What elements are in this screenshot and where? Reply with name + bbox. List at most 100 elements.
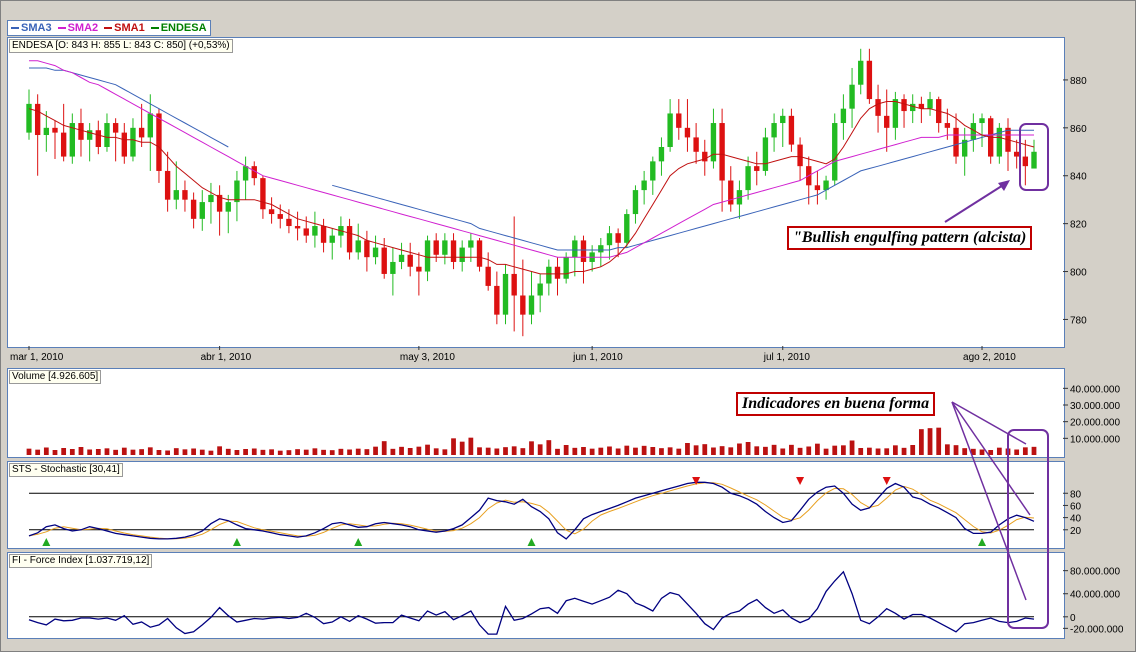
sma2-line bbox=[29, 60, 1034, 258]
candle-up bbox=[442, 240, 448, 255]
volume-bar bbox=[719, 446, 725, 455]
volume-bar bbox=[399, 446, 404, 455]
volume-bar bbox=[815, 443, 820, 455]
legend-label-sma2: SMA2 bbox=[67, 22, 99, 34]
volume-bar bbox=[225, 448, 231, 455]
volume-bar bbox=[589, 448, 595, 455]
volume-bar bbox=[555, 448, 560, 455]
candle-down bbox=[34, 103, 41, 136]
candle-down bbox=[60, 132, 67, 157]
volume-bar bbox=[520, 448, 526, 455]
stochastic-panel-title: STS - Stochastic [30,41] bbox=[9, 463, 123, 477]
x-tick-label: may 3, 2010 bbox=[400, 352, 455, 363]
bullish-pattern-annotation: "Bullish engulfing pattern (alcista) bbox=[787, 226, 1033, 250]
volume-bar bbox=[104, 448, 110, 455]
volume-bar bbox=[962, 448, 968, 455]
volume-panel[interactable] bbox=[7, 368, 1065, 458]
volume-bar bbox=[243, 449, 248, 455]
volume-bar bbox=[797, 447, 803, 455]
candle-up bbox=[745, 166, 751, 191]
volume-bar bbox=[35, 449, 41, 455]
x-tick-label: ago 2, 2010 bbox=[963, 352, 1016, 363]
buy-signal-marker bbox=[978, 538, 987, 546]
legend-item-sma2[interactable]: SMA2 bbox=[57, 22, 99, 34]
candle-up bbox=[199, 202, 205, 219]
legend: SMA3 SMA2 SMA1 ENDESA bbox=[7, 20, 211, 36]
legend-item-sma1[interactable]: SMA1 bbox=[104, 22, 145, 34]
candle-up bbox=[208, 194, 214, 203]
force-index-panel[interactable] bbox=[7, 552, 1065, 639]
buy-signal-marker bbox=[232, 538, 241, 546]
candle-up bbox=[43, 127, 50, 136]
candle-down bbox=[875, 99, 881, 116]
stochastic-y-tick-label: 40 bbox=[1070, 514, 1082, 525]
candle-down bbox=[112, 123, 119, 133]
volume-bar bbox=[121, 447, 127, 455]
volume-bar bbox=[667, 447, 673, 455]
candle-up bbox=[104, 123, 110, 147]
candle-up bbox=[459, 247, 465, 262]
x-tick-label: abr 1, 2010 bbox=[201, 352, 252, 363]
candle-down bbox=[450, 240, 457, 262]
volume-bar bbox=[468, 437, 474, 455]
volume-bar bbox=[598, 447, 604, 455]
volume-bar bbox=[364, 449, 370, 455]
volume-bar bbox=[771, 444, 777, 455]
volume-y-tick-label: 30.000.000 bbox=[1070, 401, 1120, 412]
volume-bar bbox=[867, 447, 872, 455]
candle-down bbox=[901, 99, 907, 112]
buy-signal-marker bbox=[42, 538, 51, 546]
volume-bar bbox=[251, 448, 257, 455]
candle-down bbox=[303, 228, 309, 236]
candle-up bbox=[69, 123, 76, 157]
candle-down bbox=[320, 226, 327, 243]
candle-down bbox=[719, 123, 725, 181]
legend-item-endesa[interactable]: ENDESA bbox=[150, 22, 207, 34]
force-index-y-tick-label: 0 bbox=[1070, 613, 1076, 624]
volume-y-tick-label: 40.000.000 bbox=[1070, 384, 1120, 395]
volume-bar bbox=[182, 449, 188, 455]
volume-bar bbox=[95, 449, 101, 455]
volume-bar bbox=[641, 445, 647, 455]
volume-bar bbox=[381, 441, 387, 455]
candle-up bbox=[572, 240, 578, 258]
indicators-annotation: Indicadores en buena forma bbox=[736, 392, 936, 416]
candle-down bbox=[121, 132, 127, 157]
volume-bar bbox=[737, 443, 742, 455]
force-index-panel-title: FI - Force Index [1.037.719,12] bbox=[9, 554, 153, 568]
legend-item-sma3[interactable]: SMA3 bbox=[11, 22, 52, 34]
candle-down bbox=[294, 226, 301, 229]
volume-bar bbox=[832, 445, 838, 455]
legend-line-sma2 bbox=[57, 27, 66, 29]
volume-bar bbox=[1014, 449, 1020, 455]
candle-up bbox=[970, 123, 977, 140]
candle-up bbox=[823, 180, 829, 191]
candle-down bbox=[693, 137, 699, 152]
volume-bar bbox=[572, 447, 578, 455]
candle-down bbox=[476, 240, 483, 267]
volume-bar bbox=[26, 448, 32, 455]
candle-up bbox=[234, 180, 240, 203]
stochastic-k-line bbox=[28, 481, 1035, 540]
volume-bar bbox=[633, 447, 638, 455]
force-index-line bbox=[28, 570, 1035, 635]
volume-bar bbox=[416, 446, 422, 455]
x-tick-label: jul 1, 2010 bbox=[763, 352, 811, 363]
volume-bar bbox=[425, 444, 430, 455]
candle-up bbox=[632, 190, 639, 215]
sell-signal-marker bbox=[796, 477, 805, 485]
candle-down bbox=[615, 233, 621, 243]
legend-label-sma3: SMA3 bbox=[21, 22, 52, 34]
candle-up bbox=[537, 283, 543, 296]
candle-up bbox=[147, 113, 153, 138]
volume-bar bbox=[936, 427, 942, 455]
candle-down bbox=[216, 194, 223, 212]
indicators-pointer-force-index bbox=[951, 401, 1027, 601]
volume-bar bbox=[485, 447, 491, 455]
candle-down bbox=[788, 115, 795, 145]
volume-bar bbox=[173, 448, 179, 455]
candle-down bbox=[277, 214, 283, 219]
candle-down bbox=[702, 151, 708, 162]
price-y-tick-label: 820 bbox=[1070, 220, 1087, 231]
